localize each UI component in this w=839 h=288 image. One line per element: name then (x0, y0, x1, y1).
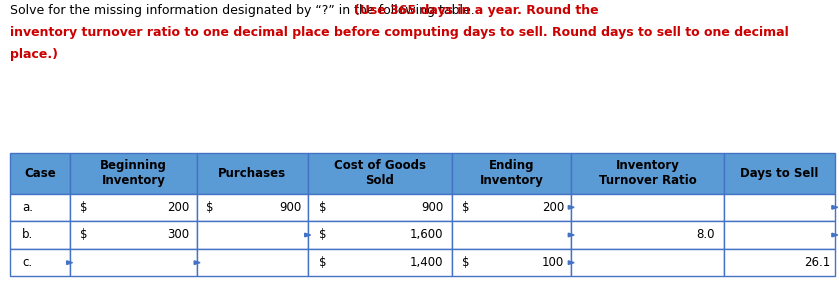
Bar (308, 249, 452, 276)
Text: Case: Case (24, 166, 55, 180)
Text: Days to Sell: Days to Sell (740, 166, 819, 180)
Bar (197, 153, 308, 194)
Text: (Use 365 days in a year. Round the: (Use 365 days in a year. Round the (354, 4, 599, 17)
Text: 26.1: 26.1 (805, 256, 831, 269)
Text: a.: a. (22, 201, 33, 214)
Text: b.: b. (22, 228, 34, 242)
Text: $: $ (80, 228, 87, 242)
Text: c.: c. (22, 256, 32, 269)
Polygon shape (568, 206, 574, 209)
Text: 200: 200 (167, 201, 190, 214)
Bar (724, 249, 835, 276)
Bar (10, 249, 70, 276)
Bar (197, 221, 308, 249)
Bar (571, 153, 724, 194)
Text: 900: 900 (421, 201, 444, 214)
Text: Ending
Inventory: Ending Inventory (480, 159, 544, 187)
Bar (10, 194, 70, 221)
Text: place.): place.) (10, 48, 58, 60)
Bar (70, 153, 197, 194)
Text: 8.0: 8.0 (696, 228, 715, 242)
Bar (571, 194, 724, 221)
Bar (724, 194, 835, 221)
Text: $: $ (319, 256, 326, 269)
Text: 1,600: 1,600 (410, 228, 444, 242)
Bar (70, 249, 197, 276)
Bar (571, 221, 724, 249)
Text: $: $ (80, 201, 87, 214)
Bar (10, 221, 70, 249)
Text: $: $ (461, 256, 469, 269)
Polygon shape (832, 233, 837, 237)
Bar (70, 194, 197, 221)
Text: Beginning
Inventory: Beginning Inventory (100, 159, 167, 187)
Bar (70, 221, 197, 249)
Bar (452, 153, 571, 194)
Text: 300: 300 (167, 228, 190, 242)
Text: $: $ (319, 228, 326, 242)
Bar (452, 221, 571, 249)
Text: 1,400: 1,400 (410, 256, 444, 269)
Bar (308, 221, 452, 249)
Text: $: $ (319, 201, 326, 214)
Polygon shape (66, 261, 72, 264)
Text: inventory turnover ratio to one decimal place before computing days to sell. Rou: inventory turnover ratio to one decimal … (10, 26, 789, 39)
Text: $: $ (206, 201, 213, 214)
Bar (724, 153, 835, 194)
Text: Purchases: Purchases (218, 166, 286, 180)
Bar (724, 221, 835, 249)
Bar (10, 153, 70, 194)
Text: 200: 200 (542, 201, 564, 214)
Bar (197, 194, 308, 221)
Text: Cost of Goods
Sold: Cost of Goods Sold (334, 159, 426, 187)
Bar (308, 194, 452, 221)
Bar (197, 249, 308, 276)
Text: $: $ (461, 201, 469, 214)
Bar (452, 194, 571, 221)
Text: 900: 900 (279, 201, 301, 214)
Bar (571, 249, 724, 276)
Polygon shape (194, 261, 200, 264)
Text: 100: 100 (542, 256, 564, 269)
Bar (308, 153, 452, 194)
Polygon shape (568, 261, 574, 264)
Text: Solve for the missing information designated by “?” in the following table.: Solve for the missing information design… (10, 4, 479, 17)
Polygon shape (305, 233, 310, 237)
Bar (452, 249, 571, 276)
Text: Inventory
Turnover Ratio: Inventory Turnover Ratio (599, 159, 696, 187)
Polygon shape (568, 233, 574, 237)
Polygon shape (832, 206, 837, 209)
